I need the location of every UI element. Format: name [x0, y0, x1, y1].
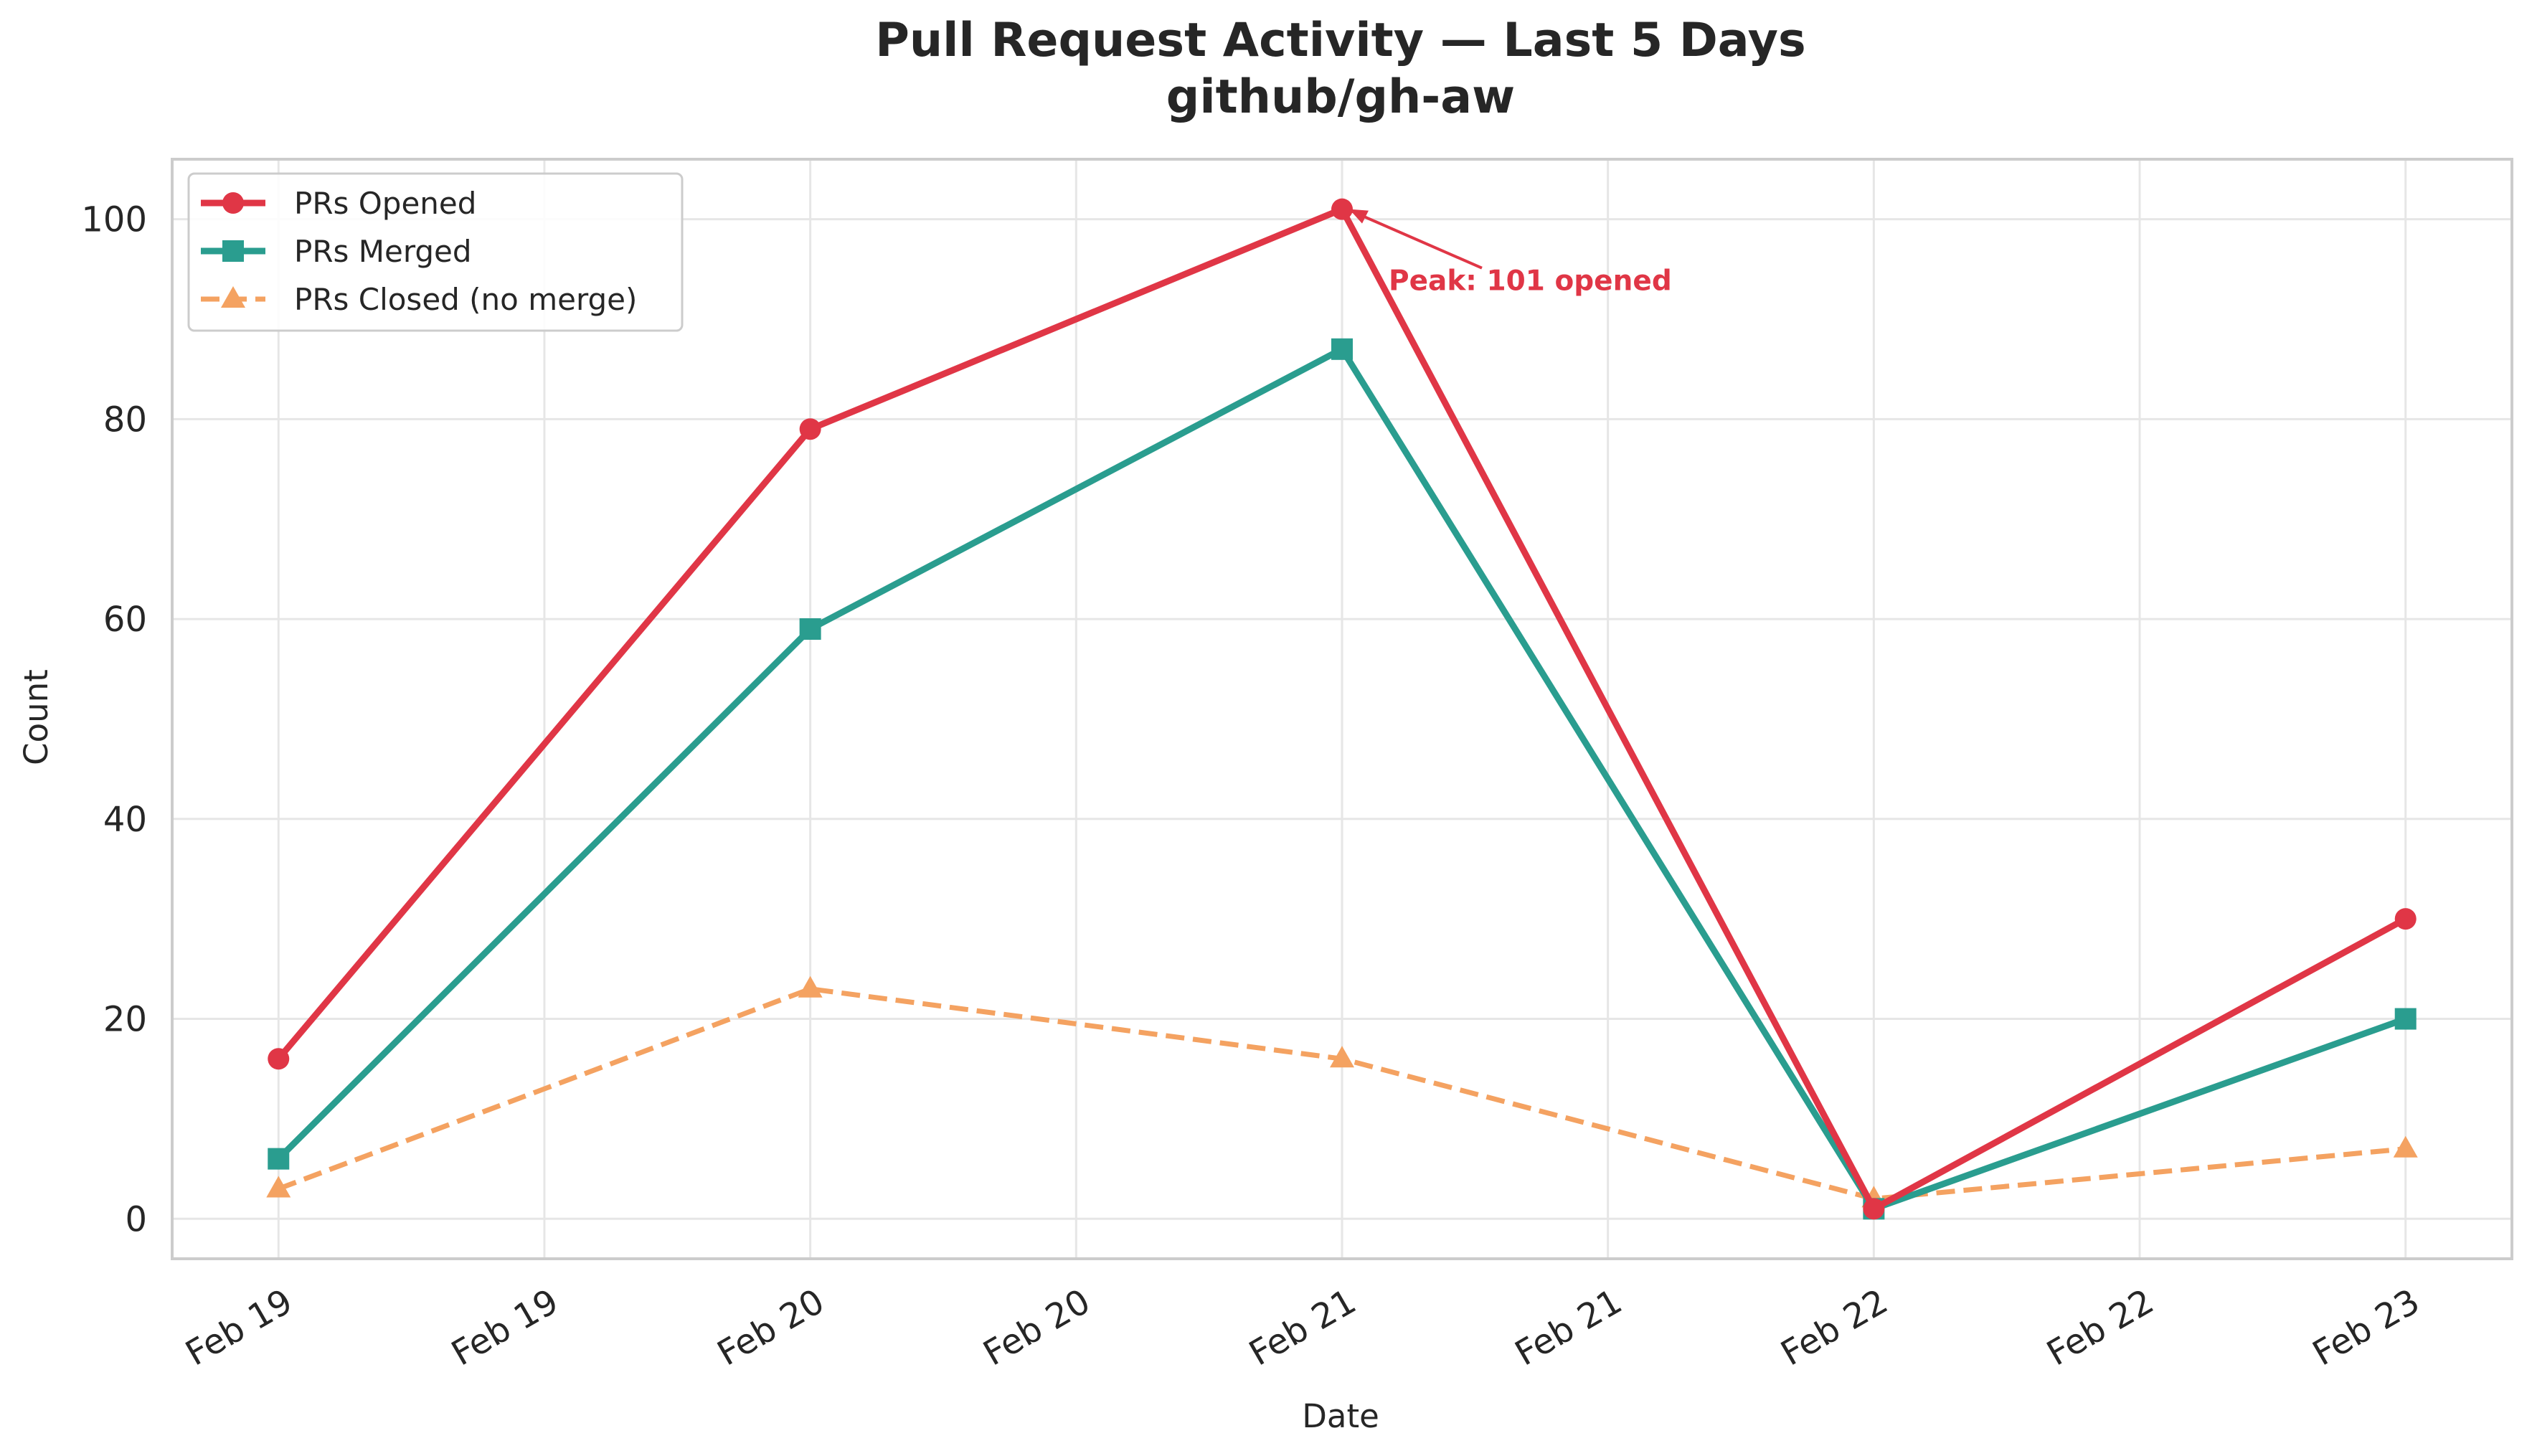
legend-label: PRs Merged	[294, 234, 472, 269]
y-axis-label: Count	[17, 669, 55, 765]
annotation-arrowhead	[1349, 209, 1369, 224]
series-prs-closed-no-merge	[266, 975, 2418, 1208]
data-point	[1331, 338, 1353, 360]
data-point	[268, 1048, 290, 1070]
chart-title: Pull Request Activity — Last 5 Days	[875, 14, 1805, 67]
y-tick-label: 60	[103, 600, 147, 640]
data-point	[1331, 198, 1353, 220]
data-point	[2394, 1008, 2417, 1030]
legend-marker	[222, 240, 244, 262]
data-point	[799, 418, 821, 440]
data-point	[2394, 908, 2417, 930]
annotation-text: Peak: 101 opened	[1389, 265, 1672, 298]
legend-marker	[222, 192, 244, 214]
series-prs-opened	[268, 198, 2417, 1220]
grid	[172, 159, 2512, 1259]
data-point	[1863, 1198, 1885, 1220]
data-point	[268, 1148, 290, 1170]
annotation-layer: Peak: 101 opened	[1349, 209, 1672, 298]
data-point	[1330, 1046, 1354, 1068]
y-tick-label: 0	[125, 1199, 147, 1239]
legend-label: PRs Opened	[294, 186, 476, 221]
data-point	[799, 618, 821, 640]
legend: PRs Opened PRs Merged PRs Closed (no merge…	[187, 172, 684, 332]
series-layer	[266, 198, 2418, 1220]
data-point	[798, 975, 823, 998]
y-tick-label: 80	[103, 400, 147, 440]
y-tick-label: 40	[103, 800, 147, 840]
data-point	[2393, 1135, 2418, 1158]
legend-marker	[221, 286, 245, 308]
legend-label: PRs Closed (no merge)	[294, 282, 637, 317]
annotation-arrow-shaft	[1351, 209, 1483, 270]
chart-subtitle: github/gh-aw	[1166, 70, 1515, 124]
legend-box	[187, 172, 684, 332]
y-tick-label: 100	[81, 200, 147, 240]
x-axis-label: Date	[1302, 1397, 1379, 1435]
y-tick-label: 20	[103, 1000, 147, 1040]
plot-area-frame	[171, 158, 2513, 1260]
data-point	[266, 1176, 291, 1198]
